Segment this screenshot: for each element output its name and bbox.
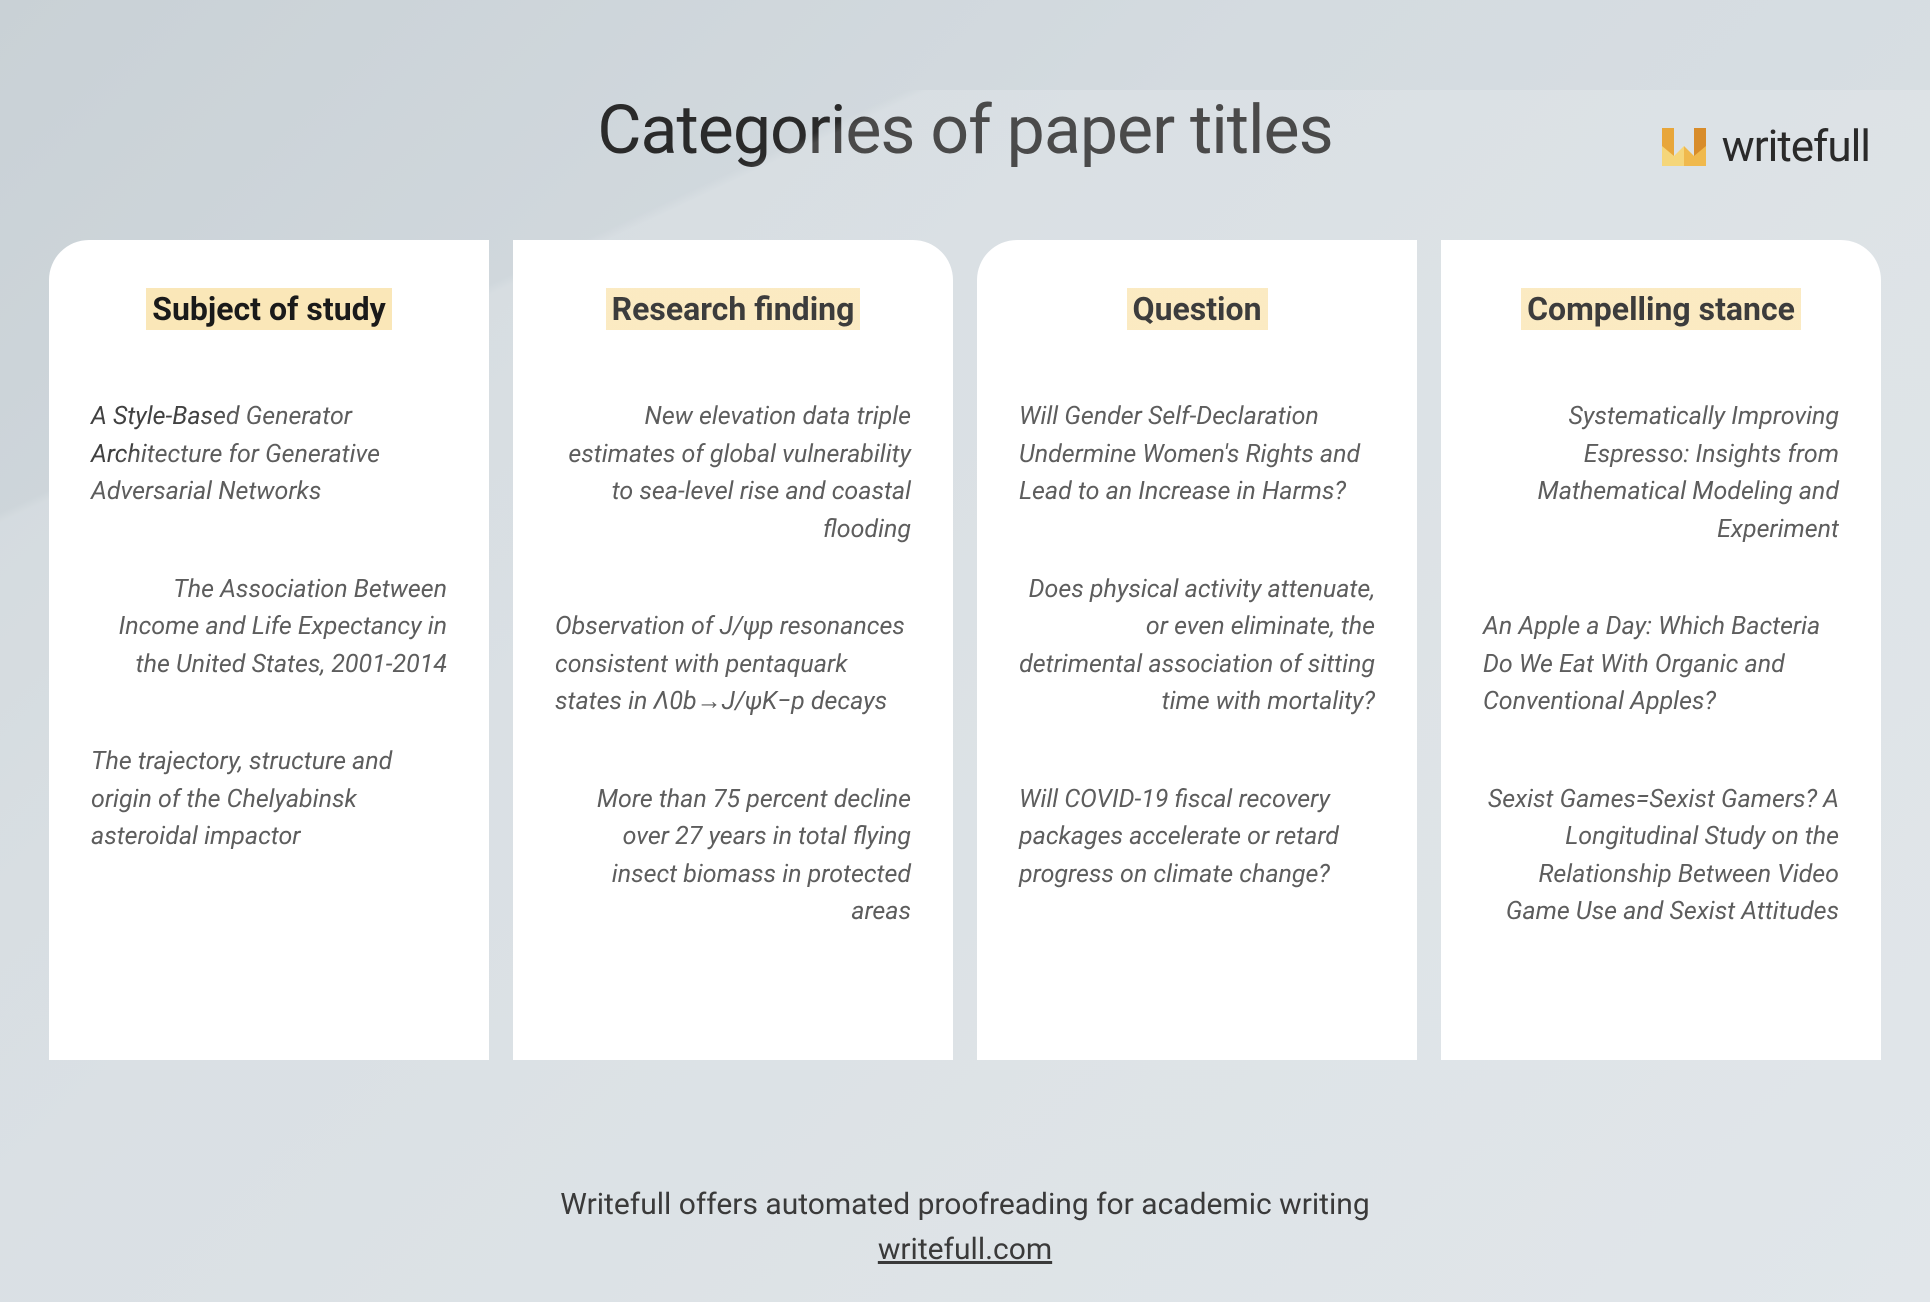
example-item: Does physical activity attenuate, or eve… bbox=[1019, 571, 1375, 721]
cards-grid: Subject of study A Style-Based Generator… bbox=[0, 240, 1930, 1060]
card-heading: Research finding bbox=[555, 290, 911, 328]
example-item: Will COVID-19 fiscal recovery packages a… bbox=[1019, 781, 1375, 894]
category-card-subject: Subject of study A Style-Based Generator… bbox=[49, 240, 489, 1060]
examples-list: New elevation data triple estimates of g… bbox=[555, 398, 911, 931]
example-item: An Apple a Day: Which Bacteria Do We Eat… bbox=[1483, 608, 1839, 721]
card-heading-text: Compelling stance bbox=[1521, 288, 1801, 330]
footer: Writefull offers automated proofreading … bbox=[0, 1182, 1930, 1272]
card-heading-text: Question bbox=[1127, 288, 1268, 330]
example-item: More than 75 percent decline over 27 yea… bbox=[555, 781, 911, 931]
card-heading-text: Research finding bbox=[606, 288, 861, 330]
example-item: New elevation data triple estimates of g… bbox=[555, 398, 911, 548]
examples-list: Will Gender Self-Declaration Undermine W… bbox=[1019, 398, 1375, 893]
category-card-finding: Research finding New elevation data trip… bbox=[513, 240, 953, 1060]
writefull-logo-icon bbox=[1656, 118, 1712, 174]
example-item: Sexist Games=Sexist Gamers? A Longitudin… bbox=[1483, 781, 1839, 931]
card-heading-text: Subject of study bbox=[146, 288, 391, 330]
card-heading: Subject of study bbox=[91, 290, 447, 328]
example-item: The trajectory, structure and origin of … bbox=[91, 743, 447, 856]
footer-link[interactable]: writefull.com bbox=[878, 1232, 1052, 1267]
example-item: The Association Between Income and Life … bbox=[91, 571, 447, 684]
card-heading: Question bbox=[1019, 290, 1375, 328]
footer-tagline: Writefull offers automated proofreading … bbox=[0, 1182, 1930, 1227]
example-item: Observation of J/ψp resonances consisten… bbox=[555, 608, 911, 721]
category-card-stance: Compelling stance Systematically Improvi… bbox=[1441, 240, 1881, 1060]
brand-logo: writefull bbox=[1656, 118, 1870, 174]
example-item: Systematically Improving Espresso: Insig… bbox=[1483, 398, 1839, 548]
examples-list: A Style-Based Generator Architecture for… bbox=[91, 398, 447, 856]
examples-list: Systematically Improving Espresso: Insig… bbox=[1483, 398, 1839, 931]
brand-name: writefull bbox=[1722, 120, 1870, 172]
category-card-question: Question Will Gender Self-Declaration Un… bbox=[977, 240, 1417, 1060]
example-item: Will Gender Self-Declaration Undermine W… bbox=[1019, 398, 1375, 511]
page-title: Categories of paper titles bbox=[0, 90, 1930, 170]
example-item: A Style-Based Generator Architecture for… bbox=[91, 398, 447, 511]
card-heading: Compelling stance bbox=[1483, 290, 1839, 328]
